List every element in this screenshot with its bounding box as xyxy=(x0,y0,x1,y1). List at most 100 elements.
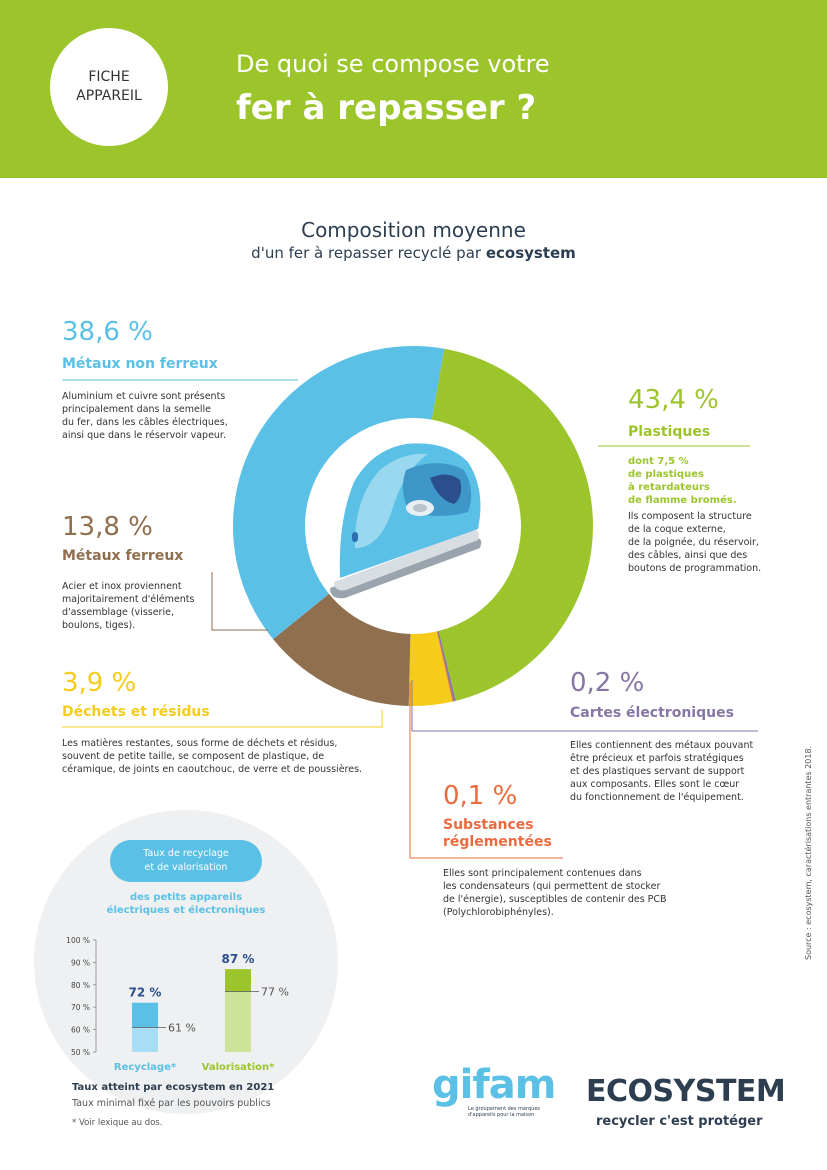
recycling-title-pill: Taux de recyclage et de valorisation xyxy=(110,840,262,882)
desc-line: aux composants. Elles sont le cœur xyxy=(570,779,740,790)
desc-line: Acier et inox proviennent xyxy=(62,581,182,592)
subtitle-brand: ecosystem xyxy=(485,244,576,262)
substances-description: Elles sont principalement contenues dans… xyxy=(443,867,667,919)
footnote: * Voir lexique au dos. xyxy=(72,1118,163,1128)
y-tick-label: 90 % xyxy=(71,958,90,967)
desc-line: céramique, de joints en caoutchouc, de v… xyxy=(62,764,363,775)
substances-label-line-1: Substances xyxy=(443,817,534,833)
fiche-badge: FICHE APPAREIL xyxy=(50,28,168,146)
composition-subtitle: d'un fer à repasser recyclé par ecosyste… xyxy=(0,244,827,262)
desc-line: principalement dans la semelle xyxy=(62,404,211,415)
bar-minimum-1 xyxy=(225,991,251,1052)
plastiques-label: Plastiques xyxy=(628,424,711,440)
leader-dechets xyxy=(62,710,383,728)
donut-slice-m-taux-ferreux xyxy=(273,593,411,706)
desc-line: majoritairement d'éléments xyxy=(62,594,195,605)
bar-series: 61 % 72 % Recyclage* 77 % 87 % Valorisation* xyxy=(114,952,289,1073)
desc-line: (Polychlorobiphényles). xyxy=(443,907,554,918)
legend-attained: Taux atteint par ecosystem en 2021 xyxy=(72,1082,275,1093)
cartes-label: Cartes électroniques xyxy=(570,705,734,721)
ferreux-label: Métaux ferreux xyxy=(62,548,184,564)
ferreux-percent: 13,8 % xyxy=(62,512,153,542)
page-title-line-1: De quoi se compose votre xyxy=(236,50,550,78)
badge-line-1: FICHE xyxy=(88,69,130,85)
plastiques-description: Ils composent la structure de la coque e… xyxy=(628,510,761,575)
y-tick-label: 50 % xyxy=(71,1048,90,1057)
cartes-percent: 0,2 % xyxy=(570,668,645,698)
ferreux-description: Acier et inox proviennent majoritairemen… xyxy=(62,580,194,632)
donut-slice-d-chets-et-r-sidus xyxy=(408,631,453,706)
leader-substances xyxy=(409,682,563,859)
ecosystem-slogan: recycler c'est protéger xyxy=(596,1114,763,1129)
badge-line-2: APPAREIL xyxy=(76,88,142,104)
bold-line: à retardateurs xyxy=(628,482,710,493)
y-tick-label: 100 % xyxy=(66,936,90,945)
min-value-label: 77 % xyxy=(261,986,289,999)
desc-line: de l'énergie), susceptibles de contenir … xyxy=(443,894,667,905)
page-title-line-2: fer à repasser ? xyxy=(236,88,537,128)
desc-line: et des plastiques servant de support xyxy=(570,766,745,777)
min-value-label: 61 % xyxy=(168,1021,196,1034)
y-tick-label: 60 % xyxy=(71,1026,90,1035)
bar-category-label: Valorisation* xyxy=(202,1062,275,1073)
bar-value-label: 87 % xyxy=(222,952,255,966)
desc-line: de la coque externe, xyxy=(628,524,726,535)
sub-line: des petits appareils xyxy=(129,892,243,903)
bar-minimum-0 xyxy=(132,1027,158,1052)
leader-lines xyxy=(62,379,758,859)
desc-line: d'assemblage (visserie, xyxy=(62,607,174,618)
substances-percent: 0,1 % xyxy=(443,781,518,811)
recycling-subtitle: des petits appareils électriques et élec… xyxy=(70,891,302,917)
desc-line: ainsi que dans le réservoir vapeur. xyxy=(62,430,226,441)
desc-line: Les matières restantes, sous forme de dé… xyxy=(62,738,338,749)
donut-slice-cartes-lectroniques xyxy=(437,630,456,702)
bar-value-label: 72 % xyxy=(129,986,162,1000)
desc-line: souvent de petite taille, se composent d… xyxy=(62,751,325,762)
non-ferreux-percent: 38,6 % xyxy=(62,317,153,347)
leader-ferreux xyxy=(211,572,268,631)
non-ferreux-description: Aluminium et cuivre sont présents princi… xyxy=(62,390,228,442)
non-ferreux-label: Métaux non ferreux xyxy=(62,356,218,372)
bold-line: de flamme bromés. xyxy=(628,495,737,506)
desc-line: Elles sont principalement contenues dans xyxy=(443,868,642,879)
donut-slices xyxy=(232,346,594,706)
source-note: Source : ecosystem, caractérisations ent… xyxy=(804,745,813,960)
pill-line: et de valorisation xyxy=(144,862,228,873)
bar-attained-0 xyxy=(132,1002,158,1028)
y-tick-label: 70 % xyxy=(71,1003,90,1012)
sub-line: électriques et électroniques xyxy=(106,905,266,916)
desc-line: des câbles, ainsi que des xyxy=(628,550,748,561)
bar-y-axis: 100 % 90 % 80 % 70 % 60 % 50 % xyxy=(66,936,97,1057)
desc-line: boulons, tiges). xyxy=(62,620,136,631)
cartes-description: Elles contiennent des métaux pouvant êtr… xyxy=(570,739,753,804)
iron-illustration xyxy=(330,443,482,599)
dechets-label: Déchets et résidus xyxy=(62,704,210,720)
plastiques-bromes: dont 7,5 % de plastiques à retardateurs … xyxy=(628,455,737,507)
composition-title: Composition moyenne xyxy=(301,218,526,242)
leader-cartes xyxy=(411,680,758,732)
bold-line: dont 7,5 % xyxy=(628,456,689,467)
gifam-logo: gifam xyxy=(432,1062,556,1108)
desc-line: boutons de programmation. xyxy=(628,563,762,574)
desc-line: Elles contiennent des métaux pouvant xyxy=(570,740,754,751)
bar-category-label: Recyclage* xyxy=(114,1062,177,1073)
dechets-description: Les matières restantes, sous forme de dé… xyxy=(62,737,362,776)
donut-slice-m-taux-non-ferreux xyxy=(232,346,445,640)
donut-slice-substances-r-glement-es xyxy=(436,631,454,702)
pill-line: Taux de recyclage xyxy=(143,848,229,859)
desc-line: être précieux et parfois stratégiques xyxy=(570,753,744,764)
substances-label-line-2: réglementées xyxy=(443,834,552,850)
y-tick-label: 80 % xyxy=(71,981,90,990)
legend-minimum: Taux minimal fixé par les pouvoirs publi… xyxy=(72,1098,271,1109)
subtitle-prefix: d'un fer à repasser recyclé par xyxy=(251,244,486,262)
donut-slice-plastiques xyxy=(431,348,594,701)
bold-line: de plastiques xyxy=(628,469,704,480)
gifam-tagline: Le groupement des marques d'appareils po… xyxy=(468,1106,540,1118)
desc-line: du fer, dans les câbles électriques, xyxy=(62,417,228,428)
ecosystem-logo: ECOSYSTEM xyxy=(586,1074,786,1109)
desc-line: de la poignée, du réservoir, xyxy=(628,537,759,548)
bar-attained-1 xyxy=(225,969,251,992)
